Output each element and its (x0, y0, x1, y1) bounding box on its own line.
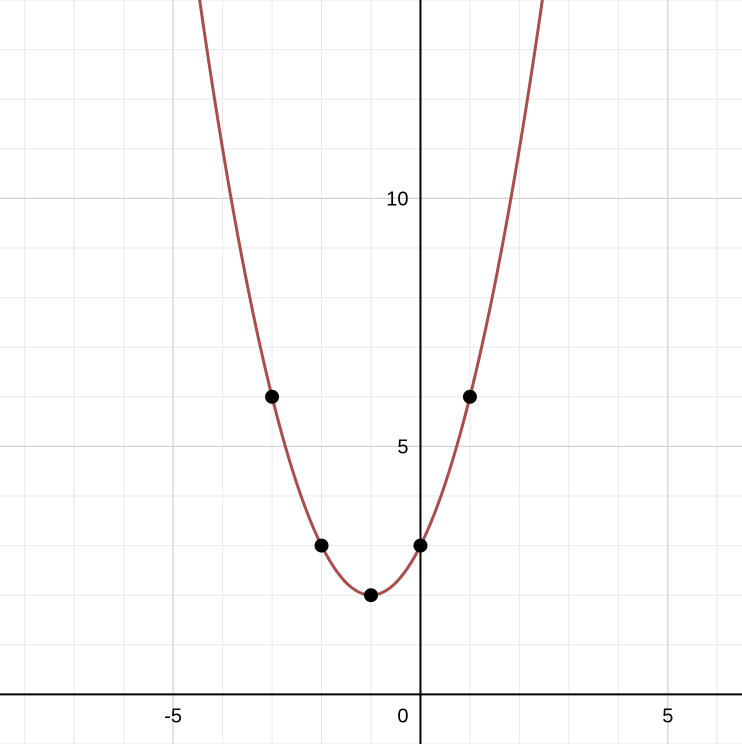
y-tick-label: 5 (397, 436, 408, 458)
data-point (364, 588, 378, 602)
data-point (265, 390, 279, 404)
parabola-chart: -5 0 5 5 10 (0, 0, 742, 744)
data-point (413, 539, 427, 553)
x-tick-label: 0 (397, 705, 408, 727)
data-point (463, 390, 477, 404)
y-tick-label: 10 (386, 188, 408, 210)
data-point (315, 539, 329, 553)
x-tick-label: 5 (662, 705, 673, 727)
x-tick-label: -5 (164, 705, 182, 727)
chart-svg: -5 0 5 5 10 (0, 0, 742, 744)
